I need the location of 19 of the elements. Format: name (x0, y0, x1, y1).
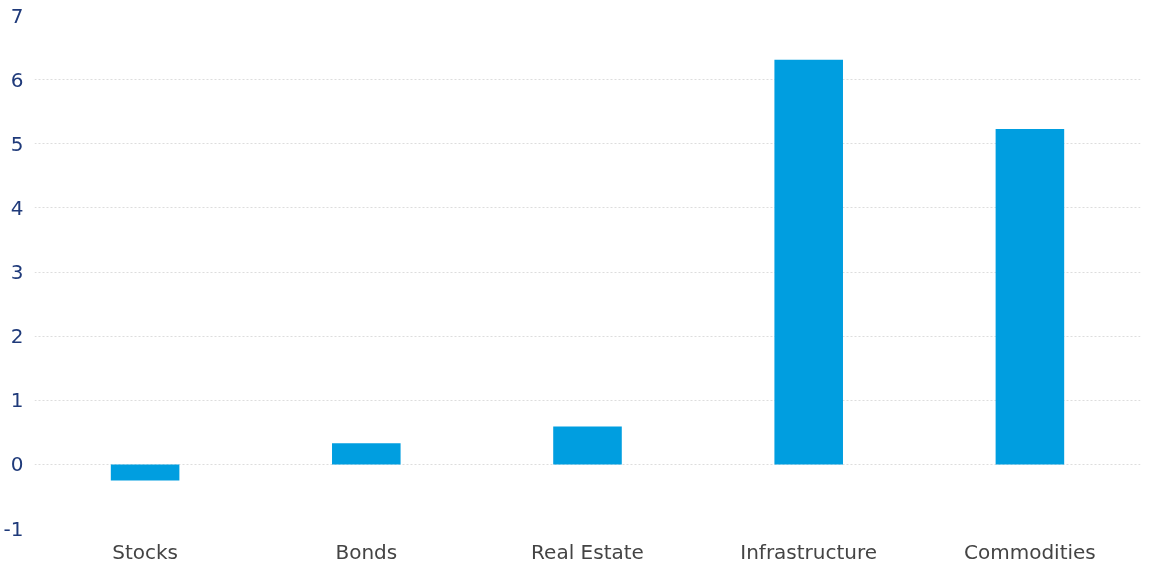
x-tick-label: Real Estate (531, 539, 644, 564)
bar (332, 443, 401, 465)
y-tick-label: 1 (10, 388, 24, 413)
x-tick-label: Infrastructure (740, 539, 878, 564)
y-tick-label: 7 (10, 3, 24, 28)
x-tick-label: Stocks (112, 539, 178, 564)
y-tick-label: 3 (10, 260, 24, 284)
y-tick-label: 6 (10, 67, 24, 92)
y-tick-label: -1 (3, 516, 24, 541)
x-tick-label: Commodities (964, 539, 1096, 564)
y-tick-label: 2 (10, 324, 24, 349)
bar (553, 426, 622, 465)
y-tick-label: 5 (10, 131, 24, 156)
bar (774, 59, 843, 465)
bar (110, 464, 180, 481)
bar (995, 129, 1065, 465)
x-tick-label: Bonds (335, 539, 398, 564)
y-tick-label: 0 (10, 452, 24, 477)
y-tick-label: 4 (10, 195, 24, 220)
